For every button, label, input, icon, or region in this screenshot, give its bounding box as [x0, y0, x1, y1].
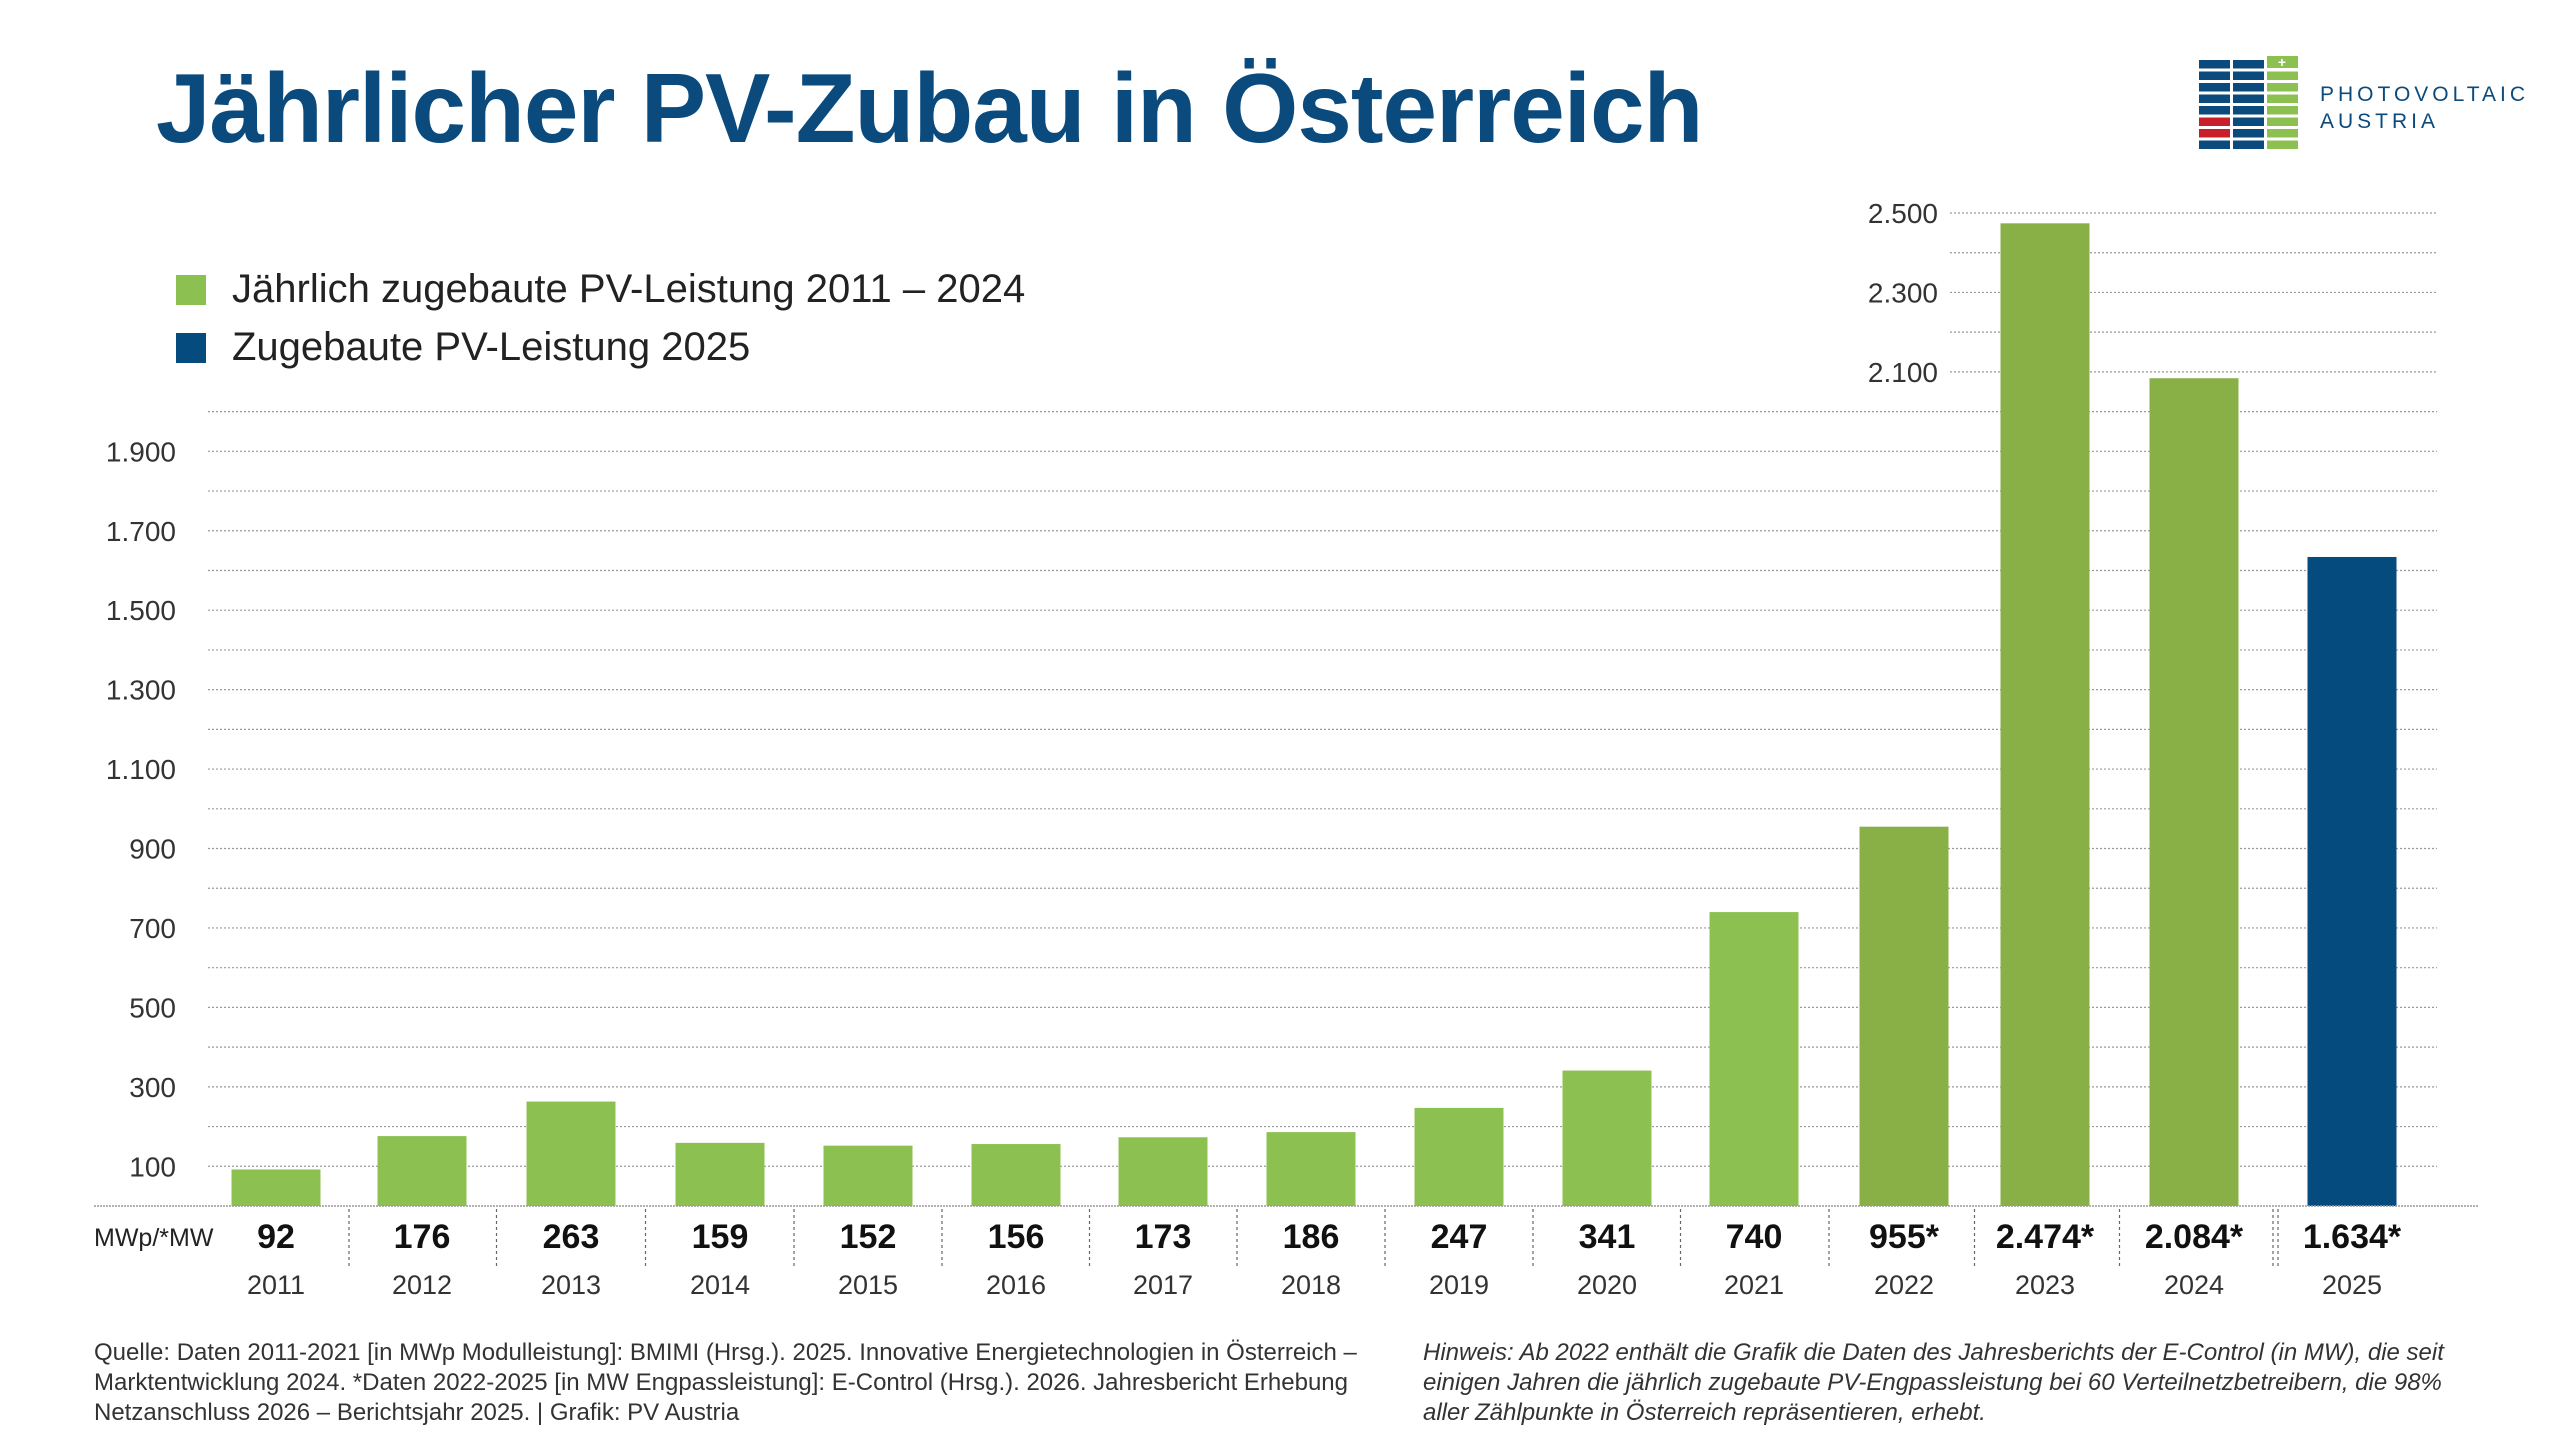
bar-2024: [2149, 378, 2239, 1206]
y-tick-label: 100: [129, 1151, 176, 1182]
bar-2013: [526, 1101, 616, 1206]
value-label: 2.474*: [1996, 1218, 2095, 1256]
y-tick-label: 900: [129, 834, 176, 865]
value-label: 740: [1726, 1218, 1783, 1256]
legend-item-2011-2024: Jährlich zugebaute PV-Leistung 2011 – 20…: [176, 267, 1025, 312]
logo-line1: PHOTOVOLTAIC: [2320, 83, 2529, 106]
legend-item-2025: Zugebaute PV-Leistung 2025: [176, 325, 750, 370]
y-tick-label: 1.300: [106, 675, 176, 706]
bar-2015: [823, 1145, 913, 1206]
bar-2016: [971, 1144, 1061, 1206]
x-tick-label: 2018: [1281, 1270, 1341, 1300]
chart-title: Jährlicher PV-Zubau in Österreich: [156, 53, 1703, 163]
unit-label: MWp/*MW: [94, 1224, 214, 1252]
x-tick-label: 2011: [247, 1270, 305, 1300]
x-tick-label: 2012: [392, 1270, 452, 1300]
y-tick-label: 1.100: [106, 754, 176, 785]
source-note: Quelle: Daten 2011-2021 [in MWp Modullei…: [94, 1339, 1357, 1426]
x-tick-label: 2019: [1429, 1270, 1489, 1300]
x-tick-label: 2024: [2164, 1270, 2224, 1300]
y-tick-label: 2.500: [1868, 198, 1938, 229]
value-label: 152: [840, 1218, 897, 1256]
hint-note: Hinweis: Ab 2022 enthält die Grafik die …: [1423, 1339, 2444, 1426]
bar-2012: [377, 1136, 467, 1206]
x-tick-label: 2015: [838, 1270, 898, 1300]
bar-2019: [1414, 1107, 1504, 1206]
bar-2021: [1709, 912, 1799, 1206]
value-label: 173: [1135, 1218, 1192, 1256]
x-tick-label: 2022: [1874, 1270, 1934, 1300]
y-tick-label: 300: [129, 1072, 176, 1103]
y-tick-label: 2.100: [1868, 357, 1938, 388]
value-label: 1.634*: [2303, 1218, 2402, 1256]
legend-label: Jährlich zugebaute PV-Leistung 2011 – 20…: [232, 267, 1026, 311]
x-tick-label: 2021: [1724, 1270, 1784, 1300]
photovoltaic-austria-logo: + PHOTOVOLTAIC AUSTRIA: [2199, 56, 2529, 149]
bar-2022: [1859, 826, 1949, 1206]
legend-swatch-green: [176, 274, 206, 305]
bar-2023: [2000, 223, 2090, 1206]
value-label: 341: [1579, 1218, 1636, 1256]
bar-2017: [1118, 1137, 1208, 1206]
x-tick-label: 2017: [1133, 1270, 1193, 1300]
value-label: 263: [543, 1218, 600, 1256]
value-label: 176: [394, 1218, 451, 1256]
value-label: 156: [988, 1218, 1045, 1256]
bar-2020: [1562, 1070, 1652, 1206]
x-tick-label: 2025: [2322, 1270, 2382, 1300]
y-tick-label: 1.900: [106, 436, 176, 467]
legend-swatch-blue: [176, 332, 206, 363]
logo-line2: AUSTRIA: [2320, 110, 2439, 133]
y-tick-label: 1.500: [106, 595, 176, 626]
value-label: 955*: [1869, 1218, 1940, 1256]
x-tick-label: 2016: [986, 1270, 1046, 1300]
bar-chart: 100 300 500 700 900 1.100 1.300 1.500 1.700 1.900…: [94, 198, 2478, 1300]
bar-2011: [231, 1169, 321, 1206]
y-tick-label: 700: [129, 913, 176, 944]
value-label: 247: [1431, 1218, 1488, 1256]
value-label: 2.084*: [2145, 1218, 2244, 1256]
value-label: 92: [257, 1218, 295, 1256]
bar-2018: [1266, 1132, 1356, 1206]
bar-2025: [2307, 556, 2397, 1206]
x-tick-label: 2023: [2015, 1270, 2075, 1300]
legend-label: Zugebaute PV-Leistung 2025: [232, 325, 751, 369]
x-tick-label: 2020: [1577, 1270, 1637, 1300]
y-tick-label: 500: [129, 992, 176, 1023]
bar-2014: [675, 1142, 765, 1206]
x-tick-label: 2013: [541, 1270, 601, 1300]
y-tick-label: 1.700: [106, 516, 176, 547]
svg-text:+: +: [2278, 56, 2286, 70]
x-tick-label: 2014: [690, 1270, 750, 1300]
value-label: 186: [1283, 1218, 1340, 1256]
y-tick-label: 2.300: [1868, 277, 1938, 308]
value-label: 159: [692, 1218, 749, 1256]
